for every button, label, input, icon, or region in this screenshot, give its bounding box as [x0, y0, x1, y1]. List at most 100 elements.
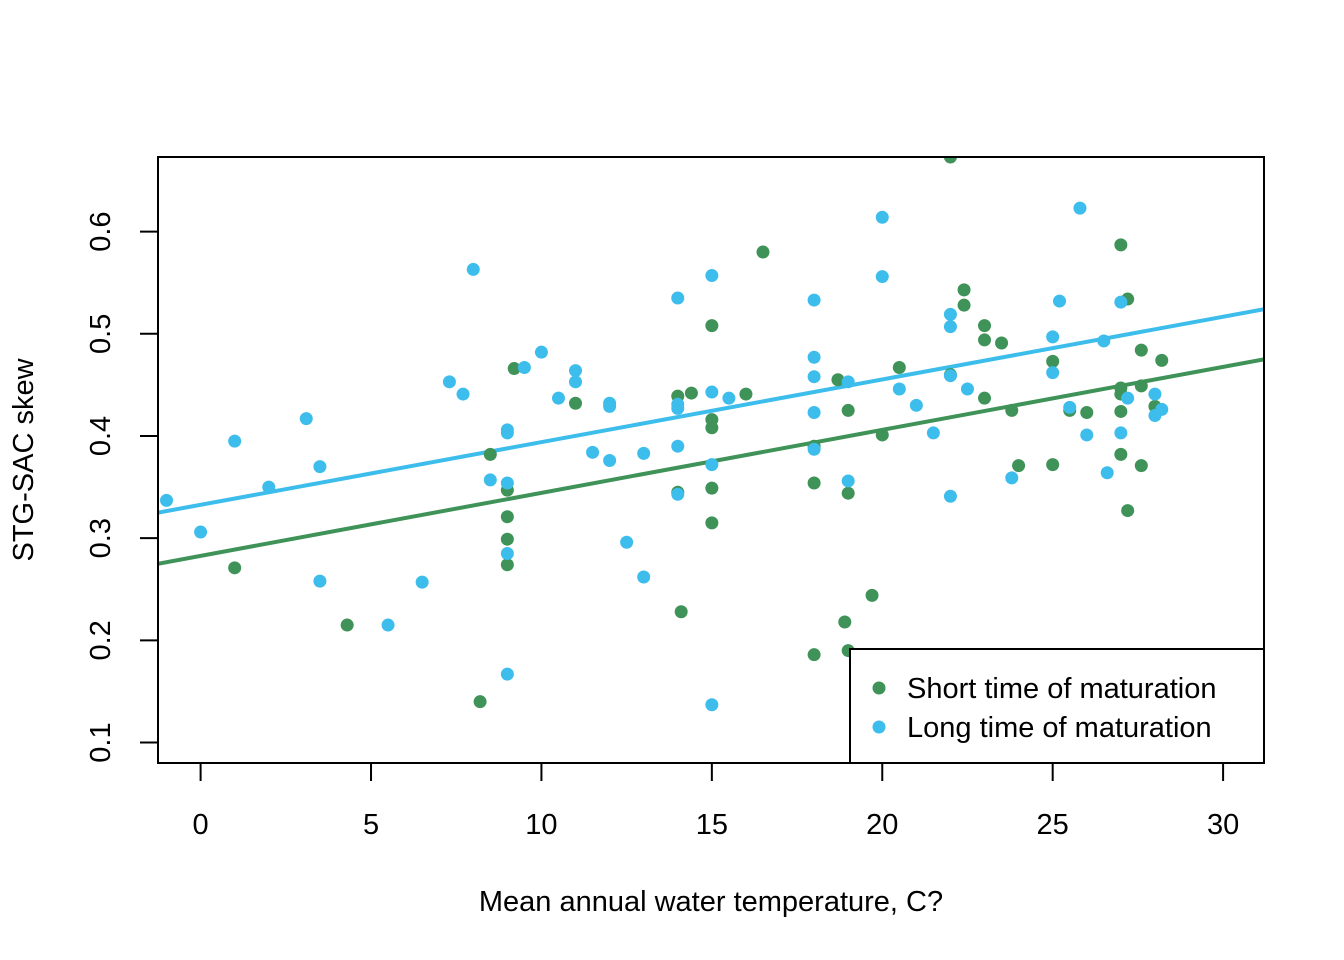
point-long — [381, 618, 395, 632]
point-short — [473, 695, 487, 709]
point-long — [637, 570, 651, 584]
point-short — [831, 373, 845, 387]
point-long — [671, 401, 685, 415]
point-long — [722, 391, 736, 405]
legend-label-long: Long time of maturation — [907, 712, 1212, 744]
point-short — [978, 319, 992, 333]
point-long — [892, 382, 906, 396]
point-short — [705, 421, 719, 435]
point-long — [1148, 387, 1162, 401]
point-long — [299, 412, 313, 426]
data-points — [160, 157, 1169, 712]
point-long — [671, 439, 685, 453]
point-long — [1005, 471, 1019, 485]
point-long — [313, 460, 327, 474]
point-short — [500, 510, 514, 524]
point-long — [807, 405, 821, 419]
legend-label-short: Short time of maturation — [907, 673, 1216, 705]
point-short — [978, 333, 992, 347]
point-short — [957, 283, 971, 297]
point-long — [705, 385, 719, 399]
point-short — [1155, 353, 1169, 367]
point-long — [517, 361, 531, 375]
point-long — [671, 487, 685, 501]
point-long — [1114, 426, 1128, 440]
point-short — [674, 605, 688, 619]
point-long — [807, 350, 821, 364]
point-long — [1063, 400, 1077, 414]
point-short — [1114, 404, 1128, 418]
point-long — [569, 364, 583, 378]
point-long — [534, 345, 548, 359]
fit-line-long — [158, 307, 1264, 515]
point-short — [943, 157, 957, 164]
point-short — [807, 476, 821, 490]
point-long — [807, 293, 821, 307]
point-long — [415, 575, 429, 589]
x-axis-title: Mean annual water temperature, C? — [479, 886, 943, 918]
point-short — [1114, 238, 1128, 252]
point-short — [807, 648, 821, 662]
point-short — [705, 516, 719, 530]
point-long — [943, 307, 957, 321]
y-tick-label: 0.6 — [85, 211, 117, 251]
point-short — [705, 319, 719, 333]
x-tick-label: 25 — [1037, 809, 1069, 841]
x-tick-label: 5 — [363, 809, 379, 841]
legend-marker-short — [872, 681, 886, 695]
point-long — [705, 698, 719, 712]
point-long — [262, 480, 276, 494]
point-short — [500, 558, 514, 572]
x-tick-label: 20 — [866, 809, 898, 841]
legend-marker-long — [872, 720, 886, 734]
point-long — [1155, 402, 1169, 416]
point-short — [1046, 458, 1060, 472]
point-short — [892, 361, 906, 375]
x-tick-label: 10 — [525, 809, 557, 841]
point-long — [500, 476, 514, 490]
point-short — [483, 447, 497, 461]
point-short — [1012, 459, 1026, 473]
point-long — [500, 426, 514, 440]
point-long — [228, 434, 242, 448]
y-tick-label: 0.4 — [85, 416, 117, 456]
point-long — [705, 458, 719, 472]
y-tick-label: 0.3 — [85, 518, 117, 558]
x-tick-label: 30 — [1207, 809, 1239, 841]
point-long — [586, 445, 600, 459]
point-long — [313, 574, 327, 588]
x-tick-label: 15 — [696, 809, 728, 841]
point-short — [995, 336, 1009, 350]
point-long — [960, 382, 974, 396]
y-axis: 0.1 0.2 0.3 0.4 0.5 0.6 — [85, 211, 159, 763]
point-short — [1134, 343, 1148, 357]
point-long — [500, 667, 514, 681]
point-long — [1046, 330, 1060, 344]
point-long — [807, 370, 821, 384]
point-long — [194, 525, 208, 539]
x-axis: 0 5 10 15 20 25 30 — [193, 762, 1239, 841]
point-long — [569, 375, 583, 389]
point-short — [684, 386, 698, 400]
point-long — [926, 426, 940, 440]
x-tick-label: 0 — [193, 809, 209, 841]
point-short — [569, 396, 583, 410]
point-long — [1080, 428, 1094, 442]
point-long — [909, 398, 923, 412]
y-tick-label: 0.5 — [85, 314, 117, 354]
point-long — [442, 375, 456, 389]
point-short — [1005, 403, 1019, 417]
point-short — [228, 561, 242, 575]
point-long — [1114, 295, 1128, 309]
point-long — [456, 387, 470, 401]
y-tick-label: 0.1 — [85, 722, 117, 762]
point-short — [756, 245, 770, 259]
point-long — [603, 454, 617, 468]
point-long — [943, 320, 957, 334]
point-long — [637, 446, 651, 460]
point-short — [1080, 405, 1094, 419]
point-long — [807, 442, 821, 456]
point-long — [943, 489, 957, 503]
point-short — [1114, 447, 1128, 461]
point-short — [500, 532, 514, 546]
